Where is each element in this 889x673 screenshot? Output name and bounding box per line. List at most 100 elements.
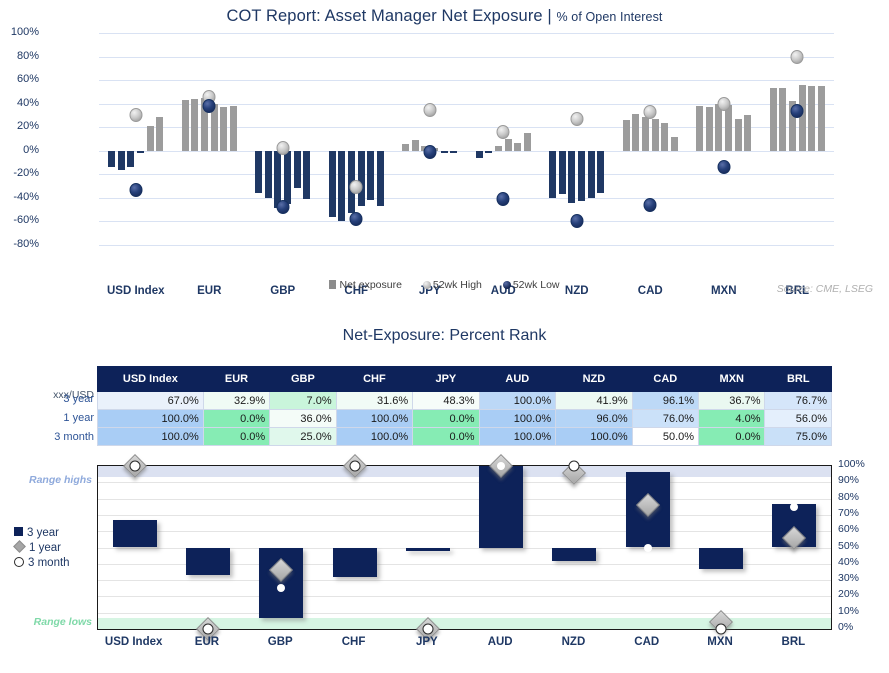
x-axis-label-nzd: NZD [561, 636, 586, 648]
table-cell: 100.0% [478, 391, 557, 410]
net-exposure-bar [514, 142, 522, 151]
range-lows-label: Range lows [33, 616, 92, 628]
table-cell: 100.0% [555, 427, 633, 446]
marker-52wk-high [276, 141, 290, 156]
table-col-header-eur: EUR [202, 366, 271, 392]
marker-3-month [277, 584, 286, 593]
gridline [98, 563, 831, 565]
grey-diamond-icon [13, 540, 26, 553]
marker-3-month [790, 502, 799, 511]
net-exposure-bar [274, 150, 282, 209]
x-axis-label-mxn: MXN [710, 285, 737, 297]
table-body: 67.0% 32.9% 7.0% 31.6% 48.3% 100.0% 41.9% 96.1%… [97, 391, 832, 446]
bar-group [320, 33, 394, 245]
legend-label-net-exposure: Net exposure [339, 279, 402, 291]
net-exposure-bar [587, 150, 595, 198]
bar-group [540, 33, 614, 245]
marker-52wk-low [790, 103, 804, 118]
top-chart-legend: Net exposure 52wk High 52wk Low [0, 279, 889, 291]
net-exposure-bar [108, 150, 116, 168]
percent-rank-section-title: Net-Exposure: Percent Rank [342, 327, 547, 344]
x-axis-label-usd-index: USD Index [104, 636, 163, 648]
range-lows-band [98, 617, 831, 629]
marker-3-month [715, 623, 727, 635]
net-exposure-bar [661, 122, 669, 151]
marker-3-month [497, 462, 506, 470]
net-exposure-bar [220, 107, 228, 151]
table-cell: 41.9% [555, 391, 633, 410]
bar-group [687, 33, 761, 245]
table-col-header-aud: AUD [478, 366, 557, 392]
table-header: USD Index EUR GBP CHF JPY AUD NZD CAD MXN BRL [97, 366, 832, 392]
x-axis-label-usd-index: USD Index [106, 285, 165, 297]
range-bar-3-year [405, 547, 450, 551]
net-exposure-bar [127, 150, 135, 168]
y-axis-tick: 80% [838, 490, 860, 503]
legend-item-net-exposure: Net exposure [329, 279, 402, 291]
y-axis-tick: 70% [838, 506, 860, 519]
table-cell: 50.0% [631, 427, 700, 446]
net-exposure-bar [485, 150, 493, 153]
net-exposure-bar [670, 136, 678, 151]
table-col-header-chf: CHF [335, 366, 414, 392]
x-axis-label-gbp: GBP [267, 636, 293, 648]
net-exposure-bar [632, 114, 640, 151]
table-cell: 75.0% [764, 427, 832, 446]
range-bar-3-year [552, 547, 597, 561]
net-exposure-bar [191, 98, 199, 151]
net-exposure-bar [229, 106, 237, 151]
net-exposure-bar [817, 86, 825, 151]
y-axis-tick: 60% [16, 73, 39, 86]
table-col-header-brl: BRL [764, 366, 832, 392]
gridline [99, 174, 834, 176]
x-axis-label-cad: CAD [634, 636, 660, 648]
bar-group [173, 33, 247, 245]
net-exposure-bar [597, 150, 605, 194]
grey-square-icon [329, 280, 337, 289]
table-cell: 76.7% [764, 391, 832, 410]
bar-group [614, 33, 688, 245]
marker-52wk-low [496, 192, 510, 207]
table-corner-label: xxx/USD [53, 389, 94, 401]
net-exposure-bar [696, 106, 704, 151]
net-exposure-bar [117, 150, 125, 170]
net-exposure-bar [156, 116, 164, 151]
gridline [98, 547, 831, 549]
bar-group [99, 33, 173, 245]
net-exposure-bar [578, 150, 586, 202]
table-cell: 0.0% [412, 427, 480, 446]
y-axis-tick: -60% [13, 214, 39, 227]
range-bar-3-year [185, 547, 230, 576]
top-chart-title-main: COT Report: Asset Manager Net Exposure [226, 7, 543, 25]
table-cell: 0.0% [202, 427, 271, 446]
y-axis-tick: 20% [838, 588, 860, 601]
marker-52wk-high [570, 111, 584, 126]
grey-sphere-icon [422, 281, 431, 289]
net-exposure-bar [328, 150, 336, 217]
net-exposure-bar [725, 104, 733, 151]
y-axis-tick: -80% [13, 238, 39, 250]
marker-52wk-low [276, 200, 290, 215]
legend-label-3-year: 3 year [27, 527, 59, 539]
gridline [99, 197, 834, 199]
legend-item-3-month: 3 month [14, 557, 70, 569]
navy-sphere-icon [502, 281, 511, 289]
table-cell: 100.0% [478, 409, 557, 428]
net-exposure-bar [303, 150, 311, 200]
bottom-chart-legend: 3 year 1 year 3 month [13, 527, 70, 572]
x-axis-label-eur: EUR [197, 285, 222, 297]
net-exposure-bar [146, 126, 154, 151]
table-col-header-jpy: JPY [412, 366, 480, 392]
legend-item-52wk-low: 52wk Low [502, 279, 560, 291]
table-cell: 0.0% [202, 409, 271, 428]
table-row: 100.0% 0.0% 36.0% 100.0% 0.0% 100.0% 96.0% 76.0… [97, 409, 832, 428]
y-axis-tick: -20% [13, 167, 39, 180]
y-axis-tick: 0% [23, 143, 39, 156]
net-exposure-bar [264, 150, 272, 198]
bar-group [761, 33, 835, 245]
table-col-header-cad: CAD [631, 366, 700, 392]
net-exposure-bar [357, 150, 365, 207]
x-axis-label-brl: BRL [781, 636, 806, 648]
legend-item-1-year: 1 year [13, 540, 70, 554]
table-cell: 100.0% [335, 427, 414, 446]
